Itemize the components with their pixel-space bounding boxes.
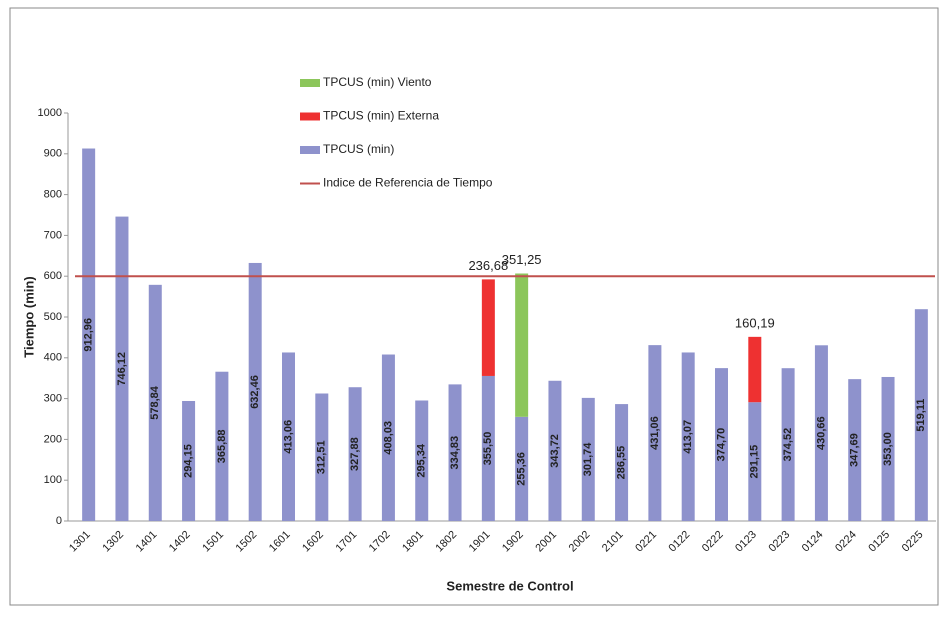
x-axis-title: Semestre de Control xyxy=(446,578,573,593)
data-label: 408,03 xyxy=(382,421,394,455)
data-label: 519,11 xyxy=(915,399,927,432)
data-label: 632,46 xyxy=(249,375,261,409)
y-tick-label: 0 xyxy=(56,515,62,527)
data-label: 347,69 xyxy=(849,433,861,467)
bar xyxy=(148,284,162,521)
data-label: 351,25 xyxy=(502,252,542,267)
data-label: 327,88 xyxy=(349,437,361,471)
bar xyxy=(115,216,129,521)
data-label: 374,52 xyxy=(782,428,794,462)
data-label: 295,34 xyxy=(416,443,428,478)
bar xyxy=(82,148,96,521)
y-tick-label: 300 xyxy=(44,393,62,405)
legend-swatch xyxy=(300,79,320,87)
data-label: 255,36 xyxy=(516,452,528,486)
y-tick-label: 100 xyxy=(44,474,62,486)
y-tick-label: 700 xyxy=(44,229,62,241)
bar xyxy=(415,400,429,521)
bar xyxy=(781,368,795,521)
bar xyxy=(748,336,762,403)
y-tick-label: 200 xyxy=(44,433,62,445)
data-label: 353,00 xyxy=(882,432,894,466)
bar xyxy=(215,371,229,521)
y-tick-label: 900 xyxy=(44,148,62,160)
bar xyxy=(615,404,629,521)
y-tick-label: 1000 xyxy=(38,107,62,119)
bar xyxy=(881,376,895,521)
data-label: 355,50 xyxy=(482,432,494,466)
legend-label: TPCUS (min) xyxy=(323,142,394,156)
bar xyxy=(381,354,395,521)
bar xyxy=(282,352,295,521)
bar xyxy=(681,352,695,521)
bar xyxy=(248,262,262,521)
y-tick-label: 500 xyxy=(44,311,62,323)
data-label: 301,74 xyxy=(582,442,594,477)
bar xyxy=(515,416,529,521)
legend-swatch xyxy=(300,112,320,121)
data-label: 430,66 xyxy=(815,416,827,450)
data-label: 286,55 xyxy=(615,446,627,480)
legend-label: Indice de Referencia de Tiempo xyxy=(323,176,493,190)
bar xyxy=(914,309,928,521)
bar xyxy=(348,387,362,521)
bar xyxy=(581,397,595,521)
legend-label: TPCUS (min) Externa xyxy=(323,109,439,123)
bar xyxy=(648,345,662,521)
data-label: 431,06 xyxy=(649,416,661,450)
bar xyxy=(848,379,862,521)
data-label: 160,19 xyxy=(735,315,775,330)
y-tick-label: 400 xyxy=(44,352,62,364)
bar xyxy=(748,402,762,521)
y-tick-label: 600 xyxy=(44,270,62,282)
data-label: 236,68 xyxy=(468,258,508,273)
y-axis-title: Tiempo (min) xyxy=(21,276,36,357)
data-label: 365,88 xyxy=(216,430,228,464)
data-label: 291,15 xyxy=(749,445,761,479)
data-label: 334,83 xyxy=(449,436,461,470)
bar xyxy=(715,368,728,521)
bar xyxy=(548,380,562,521)
bar xyxy=(315,393,329,521)
legend-swatch xyxy=(300,146,320,154)
data-label: 294,15 xyxy=(182,444,194,478)
data-label: 413,07 xyxy=(682,420,694,454)
bar xyxy=(481,279,495,376)
data-label: 746,12 xyxy=(116,352,128,386)
bar xyxy=(814,345,828,521)
bar xyxy=(515,273,529,417)
data-label: 312,51 xyxy=(316,440,328,474)
data-label: 578,84 xyxy=(149,385,161,420)
bar xyxy=(182,400,196,521)
data-label: 343,72 xyxy=(549,434,561,468)
bar xyxy=(481,375,495,521)
data-label: 374,70 xyxy=(715,428,727,462)
bar xyxy=(448,384,462,521)
y-tick-label: 800 xyxy=(44,189,62,201)
data-label: 912,96 xyxy=(83,318,95,352)
data-label: 413,06 xyxy=(282,420,294,454)
legend-label: TPCUS (min) Viento xyxy=(323,75,432,89)
